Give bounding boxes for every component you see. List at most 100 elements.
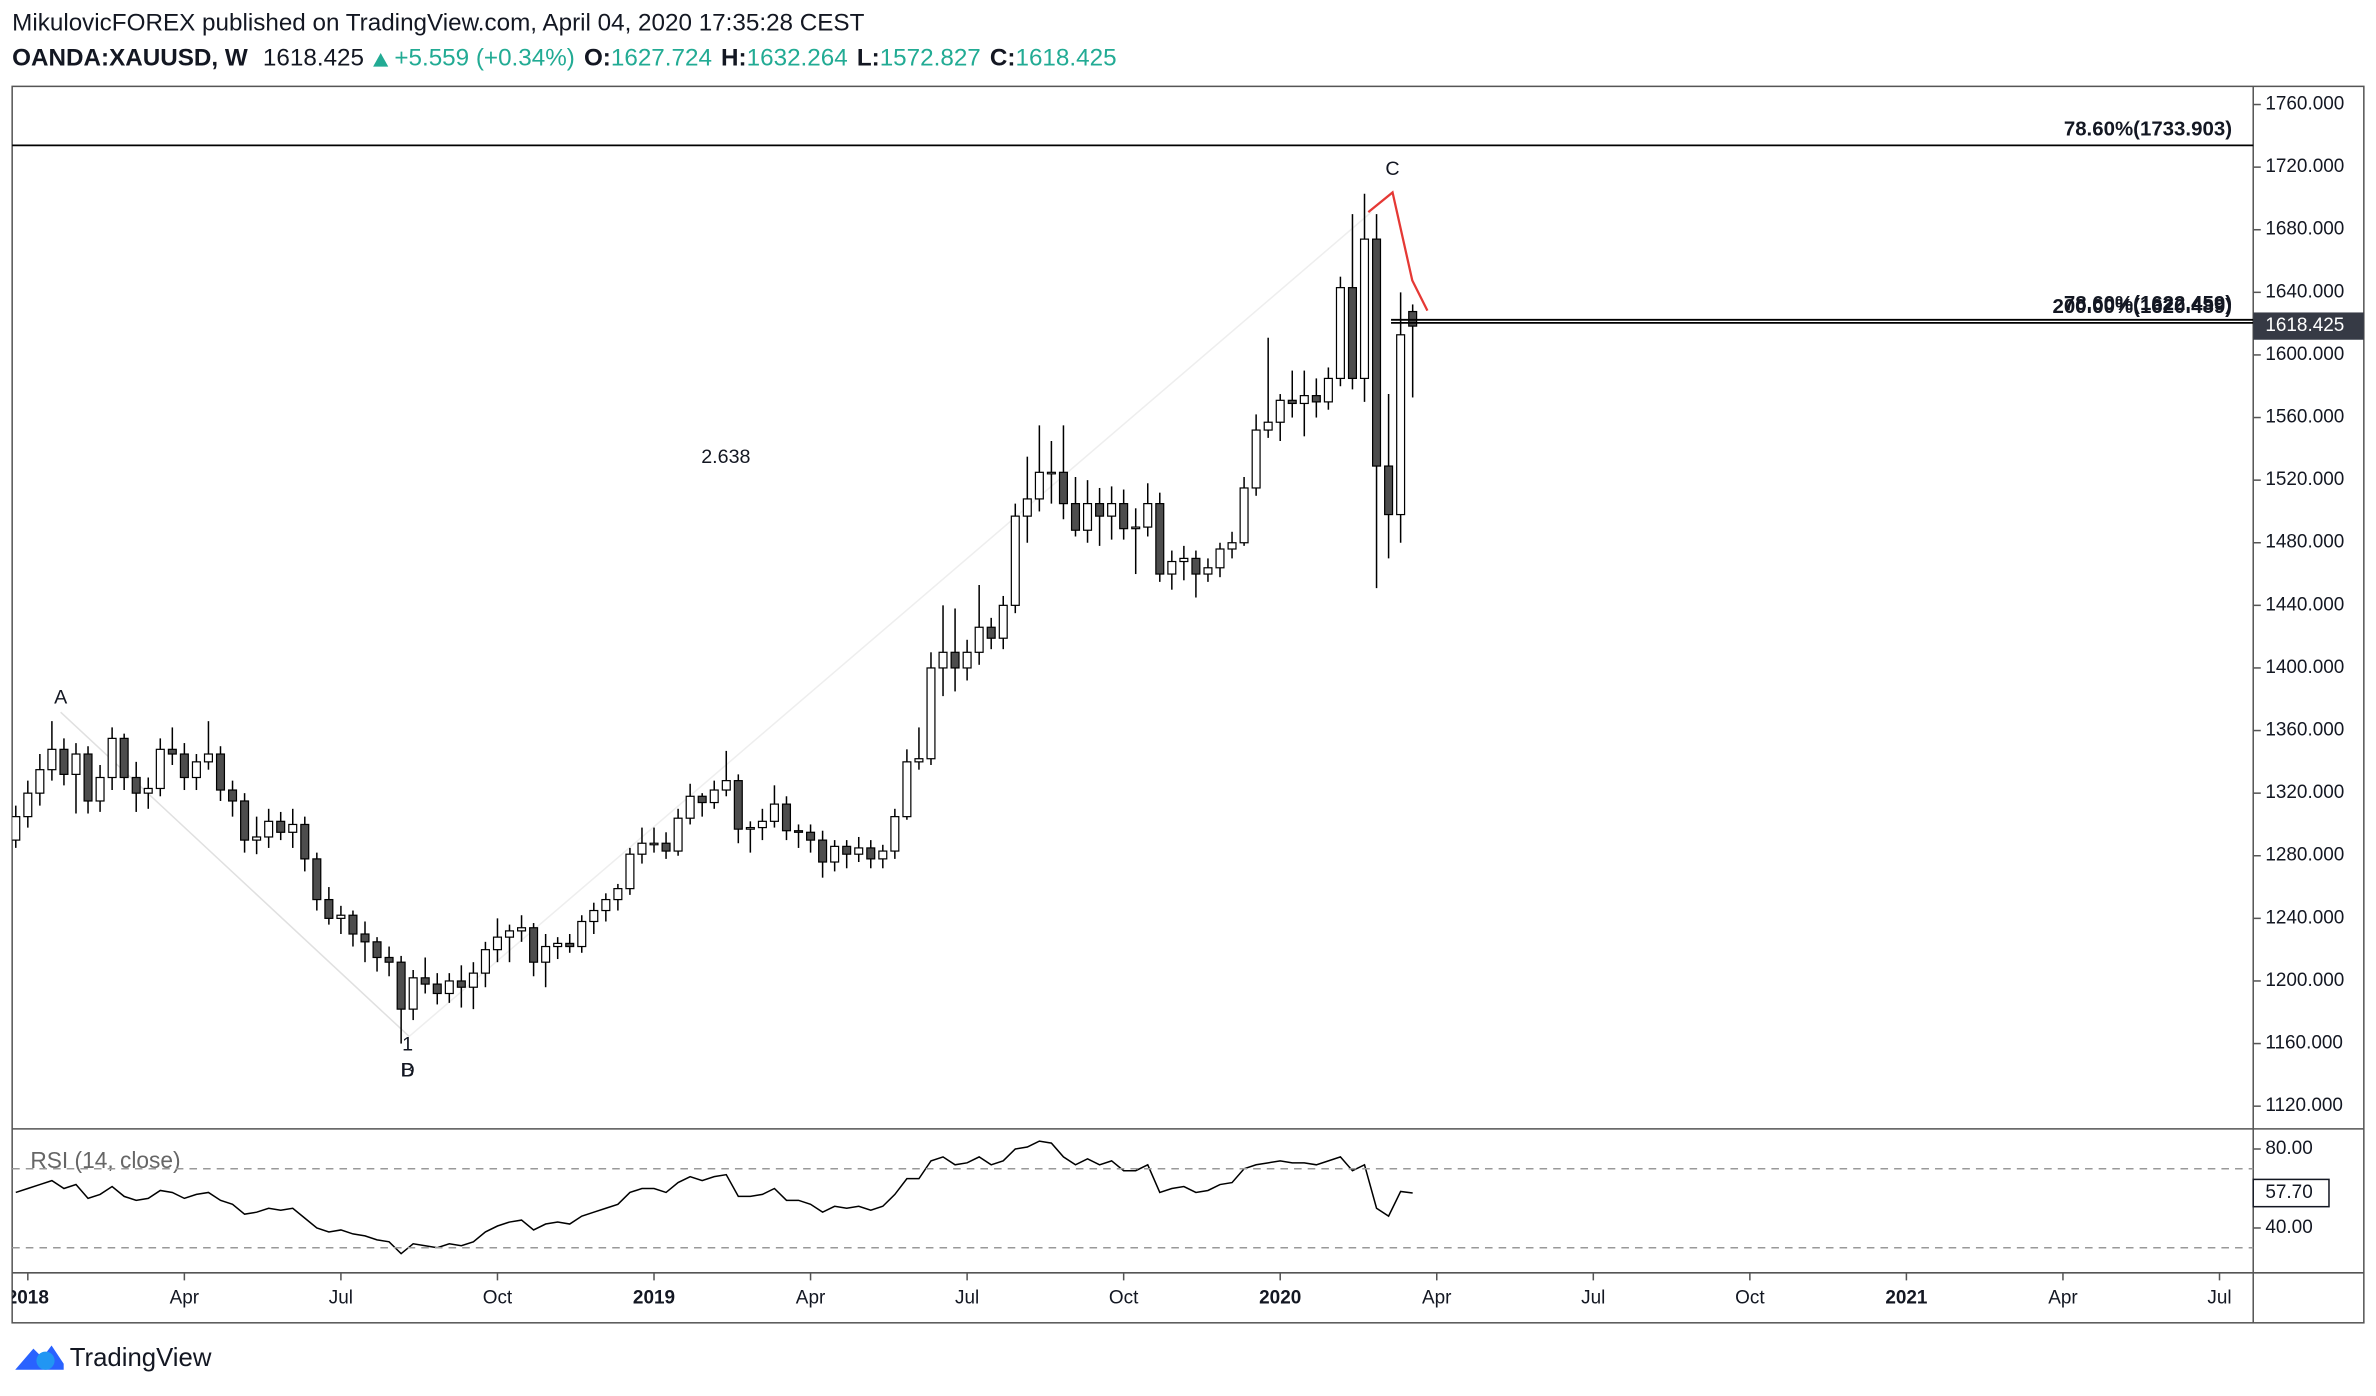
- candle-body: [1179, 557, 1189, 563]
- header-field: 1618.425: [263, 45, 364, 72]
- y-tick-label: 1520.000: [2265, 469, 2344, 490]
- y-tick-label: 1320.000: [2265, 782, 2344, 803]
- header-field: +5.559 (+0.34%): [394, 45, 575, 72]
- x-tick-label: Oct: [1735, 1288, 1765, 1309]
- candle-body: [360, 933, 370, 943]
- header-field: 1572.827: [880, 45, 981, 72]
- candle-body: [264, 820, 274, 838]
- candle-body: [757, 820, 767, 829]
- candle-body: [830, 845, 840, 863]
- candle-body: [1155, 503, 1165, 575]
- y-tick-label: 1560.000: [2265, 407, 2344, 428]
- candle-body: [1372, 238, 1382, 467]
- candle-body: [276, 820, 286, 833]
- candle-body: [348, 914, 358, 935]
- x-tick-label: Jul: [329, 1288, 353, 1309]
- price-marker-label: 1618.425: [2265, 315, 2344, 336]
- candle-body: [1010, 515, 1020, 606]
- candle-body: [1323, 377, 1333, 403]
- candle-body: [480, 949, 490, 974]
- x-tick-label: Apr: [1422, 1288, 1451, 1309]
- candle-body: [998, 604, 1008, 639]
- candle-body: [131, 776, 141, 794]
- candle-body: [890, 816, 900, 852]
- candle-body: [336, 914, 346, 919]
- candle-body: [529, 927, 539, 963]
- candle-body: [456, 980, 466, 988]
- candle-body: [1299, 395, 1309, 405]
- candle-body: [577, 920, 587, 948]
- x-tick-label: Jul: [955, 1288, 979, 1309]
- candle-body: [721, 780, 731, 791]
- candle-body: [950, 651, 960, 669]
- footer-brand: TradingView: [70, 1344, 212, 1372]
- candle-body: [1396, 334, 1406, 516]
- candle-body: [673, 817, 683, 852]
- candle-body: [35, 769, 45, 794]
- candle-body: [1119, 503, 1129, 530]
- candle-body: [709, 789, 719, 804]
- candle-body: [1335, 287, 1345, 380]
- candle-body: [926, 667, 936, 760]
- candle-body: [914, 758, 924, 763]
- header-field: H:: [721, 45, 747, 72]
- header-field: O:: [584, 45, 611, 72]
- x-tick-label: Jul: [2207, 1288, 2231, 1309]
- candle-body: [227, 789, 238, 802]
- y-tick-label: 1280.000: [2265, 845, 2344, 866]
- x-tick-label: 2018: [7, 1288, 49, 1309]
- candle-body: [384, 956, 394, 963]
- candle-body: [842, 845, 852, 855]
- candle-body: [1408, 310, 1418, 327]
- candle-body: [553, 942, 563, 948]
- wave-line: [60, 711, 410, 1037]
- annotation: C: [1385, 158, 1399, 180]
- y-tick-label: 1440.000: [2265, 594, 2344, 615]
- page-title: MikulovicFOREX published on TradingView.…: [12, 10, 864, 37]
- candle-body: [191, 761, 201, 779]
- y-tick-label: 1720.000: [2265, 156, 2344, 177]
- candle-body: [1287, 399, 1297, 405]
- candle-body: [468, 972, 478, 988]
- candle-body: [1167, 560, 1177, 575]
- candle-body: [95, 776, 105, 802]
- candle-body: [324, 898, 334, 919]
- candle-body: [215, 753, 226, 791]
- candle-body: [1384, 465, 1394, 516]
- fib-label: 78.60%(1622.459): [2064, 292, 2232, 315]
- candle-body: [974, 626, 984, 653]
- candle-body: [155, 748, 165, 790]
- candle-body: [300, 823, 310, 860]
- candle-body: [59, 748, 69, 775]
- candle-body: [1359, 238, 1370, 380]
- y-tick-label: 1240.000: [2265, 907, 2344, 928]
- header-field: C:: [990, 45, 1016, 72]
- candle-body: [1239, 487, 1249, 544]
- x-tick-label: Apr: [170, 1288, 199, 1309]
- candle-body: [793, 830, 804, 833]
- candle-body: [697, 795, 707, 804]
- annotation: 1: [402, 1034, 413, 1056]
- candle-body: [492, 936, 503, 951]
- candle-body: [986, 626, 996, 639]
- up-arrow: [373, 53, 389, 67]
- candle-body: [649, 842, 659, 846]
- candle-body: [83, 753, 93, 802]
- x-tick-label: 2019: [633, 1288, 675, 1309]
- candle-body: [1046, 471, 1056, 475]
- candle-body: [1203, 567, 1213, 575]
- y-tick-label: 1200.000: [2265, 970, 2344, 991]
- annotation: A: [54, 687, 68, 709]
- candle-body: [769, 803, 779, 822]
- candle-body: [1131, 526, 1141, 530]
- y-tick-label: 1600.000: [2265, 344, 2344, 365]
- x-tick-label: Apr: [2048, 1288, 2077, 1309]
- header-field: 1632.264: [747, 45, 848, 72]
- y-tick-label: 1360.000: [2265, 720, 2344, 741]
- candle-body: [1347, 287, 1358, 380]
- candle-body: [23, 792, 33, 818]
- candle-body: [1022, 498, 1032, 517]
- y-tick-label: 1640.000: [2265, 281, 2344, 302]
- x-tick-label: Oct: [1109, 1288, 1139, 1309]
- candle-body: [252, 836, 262, 841]
